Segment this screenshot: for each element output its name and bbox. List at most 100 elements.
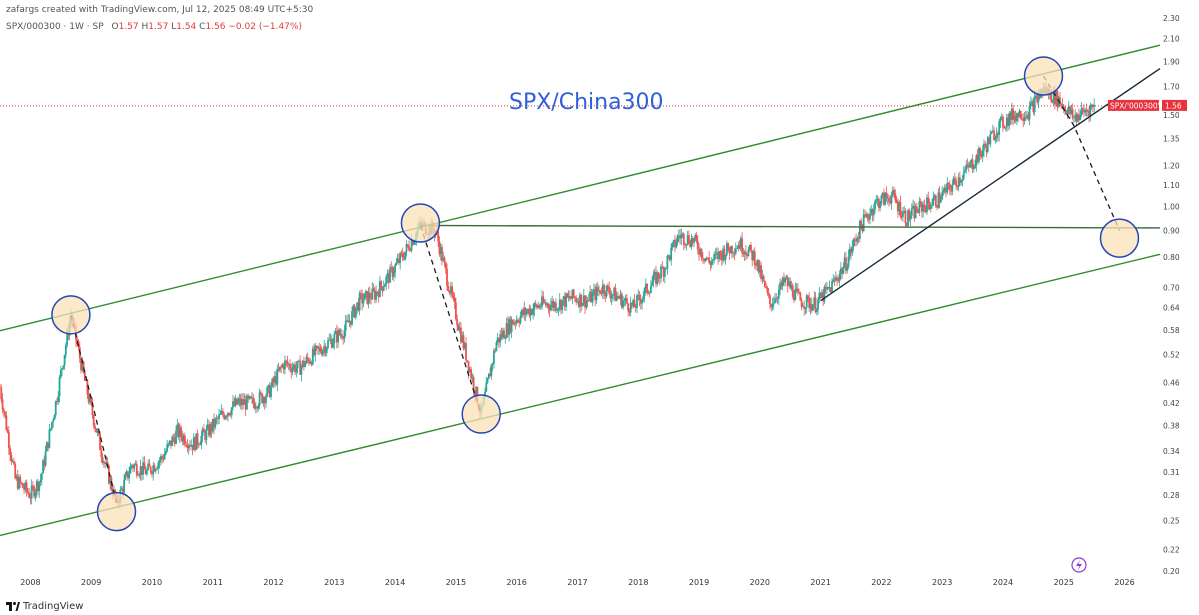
candle-body xyxy=(719,251,722,254)
candle-body xyxy=(823,287,826,302)
candle-body xyxy=(596,287,599,292)
candle-body xyxy=(774,298,776,304)
candle-body xyxy=(178,427,181,438)
candle-body xyxy=(272,378,275,383)
candle-body xyxy=(836,277,838,280)
x-tick-label: 2021 xyxy=(810,578,830,587)
candle-body xyxy=(329,338,332,340)
x-tick-label: 2026 xyxy=(1114,578,1134,587)
candle-body xyxy=(746,254,749,257)
candle-body xyxy=(947,183,950,184)
candle-body xyxy=(227,412,229,417)
candle-body xyxy=(1009,113,1012,121)
candle-body xyxy=(907,210,909,226)
candle-body xyxy=(881,192,884,196)
candle-body xyxy=(200,435,203,445)
candle-body xyxy=(970,159,973,163)
candle-body xyxy=(1076,114,1079,122)
candle-body xyxy=(725,243,728,255)
candle-body xyxy=(866,214,869,218)
candle-body xyxy=(485,382,488,392)
candle-body xyxy=(927,197,930,204)
candle-body xyxy=(219,414,222,415)
candle-body xyxy=(900,216,903,218)
candle-body xyxy=(315,345,318,347)
candle-body xyxy=(386,273,389,277)
candle-body xyxy=(57,396,60,402)
candle-body xyxy=(314,345,317,356)
candle-body xyxy=(149,466,152,473)
candle-body xyxy=(647,292,650,294)
lower-channel-line[interactable] xyxy=(0,253,1161,537)
candle-body xyxy=(919,201,922,204)
candle-body xyxy=(876,198,879,200)
candle-body xyxy=(967,166,970,168)
candle-body xyxy=(723,248,726,260)
candle-body xyxy=(1002,116,1004,128)
candle-body xyxy=(504,338,507,339)
candle-body xyxy=(484,391,486,398)
created-by-text: zafargs created with TradingView.com, Ju… xyxy=(6,5,314,15)
candle-body xyxy=(1015,113,1018,122)
candle-body xyxy=(557,307,560,310)
candle-body xyxy=(890,195,893,204)
candle-body xyxy=(335,331,338,343)
tradingview-logo[interactable]: TradingView xyxy=(6,601,83,612)
candle-body xyxy=(87,394,90,403)
candle-body xyxy=(176,424,179,431)
candle-body xyxy=(705,258,708,260)
y-tick-label: 0.90 xyxy=(1163,226,1180,235)
last-price-label-bg xyxy=(1108,99,1159,111)
candle-body xyxy=(271,378,274,387)
highlight-circle[interactable] xyxy=(1099,218,1140,258)
candle-body xyxy=(377,292,380,298)
candle-body xyxy=(297,360,300,362)
x-tick-label: 2022 xyxy=(871,578,891,587)
horizontal-resistance-line[interactable] xyxy=(420,224,1161,229)
highlight-circle[interactable] xyxy=(96,491,137,532)
candle-body xyxy=(94,425,96,429)
candle-body xyxy=(338,329,341,335)
candle-body xyxy=(54,401,57,416)
highlight-circle[interactable] xyxy=(51,295,91,335)
candle-body xyxy=(410,240,413,251)
lightning-icon[interactable] xyxy=(1071,557,1087,573)
candle-body xyxy=(244,399,247,410)
candle-body xyxy=(832,279,835,282)
candle-body xyxy=(529,309,532,316)
candle-body xyxy=(411,240,414,245)
highlight-circle[interactable] xyxy=(1023,56,1064,96)
candle-body xyxy=(945,187,947,193)
candle-body xyxy=(180,427,182,437)
candle-body xyxy=(210,424,213,432)
candle-body xyxy=(265,396,267,404)
candle-body xyxy=(922,204,925,212)
highlight-circle[interactable] xyxy=(461,394,501,434)
candle-body xyxy=(513,322,516,325)
candle-body xyxy=(728,250,731,254)
candle-body xyxy=(937,192,940,208)
candle-body xyxy=(1079,114,1082,120)
candle-body xyxy=(520,310,523,316)
dashed-projection-path[interactable] xyxy=(70,314,118,504)
candle-body xyxy=(156,468,158,470)
candle-body xyxy=(896,203,899,212)
highlight-circle[interactable] xyxy=(400,203,441,243)
candle-body xyxy=(978,147,980,163)
rising-trendline[interactable] xyxy=(820,67,1161,302)
candle-body xyxy=(48,429,51,448)
candle-body xyxy=(487,373,490,379)
candle-body xyxy=(712,259,714,261)
candle-body xyxy=(252,397,255,404)
candle-body xyxy=(1064,106,1066,112)
candle-body xyxy=(758,265,761,273)
candle-body xyxy=(392,272,395,277)
candle-body xyxy=(460,327,462,343)
dashed-projection-path[interactable] xyxy=(419,225,482,415)
upper-channel-line[interactable] xyxy=(0,44,1161,332)
candle-body xyxy=(594,289,597,301)
candle-body xyxy=(405,244,408,252)
candle-body xyxy=(619,293,622,299)
x-tick-label: 2015 xyxy=(446,578,466,587)
